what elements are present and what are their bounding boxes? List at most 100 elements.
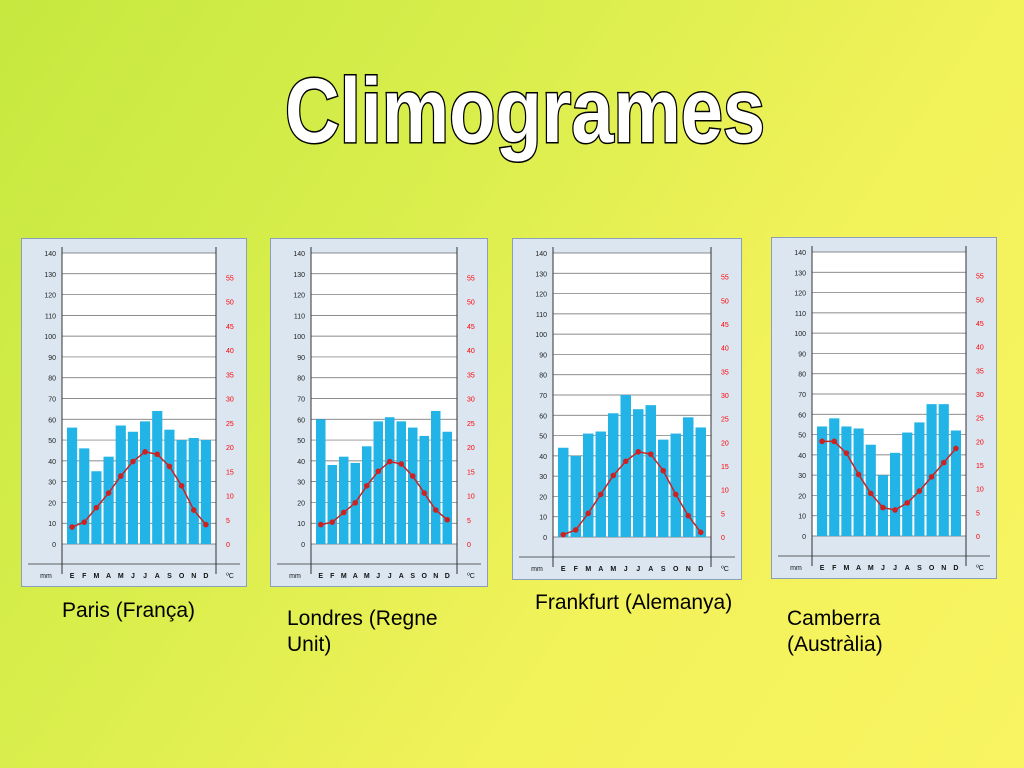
precip-bar: [683, 417, 694, 537]
month-label: A: [155, 573, 160, 580]
right-tick-label: 10: [976, 487, 984, 494]
right-unit-label: ºC: [721, 566, 729, 573]
month-label: A: [399, 573, 404, 580]
left-tick-label: 50: [798, 433, 806, 440]
temperature-point: [154, 451, 161, 458]
precip-bar: [841, 426, 852, 536]
month-label: O: [179, 573, 185, 580]
month-label: S: [167, 573, 172, 580]
right-tick-label: 20: [467, 445, 475, 452]
left-tick-label: 40: [297, 459, 305, 466]
left-unit-label: mm: [40, 573, 52, 580]
precip-bar: [938, 404, 949, 536]
left-tick-label: 80: [798, 372, 806, 379]
month-label: A: [598, 566, 603, 573]
right-tick-label: 10: [721, 488, 729, 495]
month-label: E: [318, 573, 323, 580]
left-tick-label: 60: [539, 413, 547, 420]
climograph-canberra: 0 10 20 30 40 50 60 70 80 90 100 110 120 130 140 0 5 10 15…: [771, 237, 997, 579]
precip-bar: [695, 427, 706, 537]
precip-bar: [442, 431, 452, 544]
month-label: S: [661, 566, 666, 573]
left-tick-label: 130: [535, 271, 547, 278]
month-label: S: [410, 573, 415, 580]
right-tick-label: 30: [721, 393, 729, 400]
precip-bar: [164, 429, 175, 544]
temperature-point: [560, 531, 567, 538]
left-tick-label: 80: [539, 373, 547, 380]
right-tick-label: 15: [467, 469, 475, 476]
temperature-point: [375, 468, 382, 475]
left-tick-label: 10: [48, 521, 56, 528]
temperature-point: [880, 504, 886, 511]
left-tick-label: 60: [48, 417, 56, 424]
right-tick-label: 15: [226, 469, 234, 476]
right-tick-label: 35: [976, 368, 984, 375]
temperature-point: [81, 519, 88, 525]
page-title-text: Climogrames: [285, 60, 765, 162]
month-label: M: [341, 573, 347, 580]
right-tick-label: 30: [976, 392, 984, 399]
left-tick-label: 50: [48, 438, 56, 445]
right-tick-label: 45: [467, 324, 475, 331]
left-tick-label: 140: [293, 251, 305, 258]
left-tick-label: 10: [539, 515, 547, 522]
precip-bar: [419, 435, 429, 544]
temperature-point: [597, 491, 604, 498]
climograph-svg: 0 10 20 30 40 50 60 70 80 90 100 110 120 130 140 0 5 10 15…: [28, 247, 240, 580]
left-tick-label: 20: [48, 500, 56, 507]
temperature-point: [117, 473, 124, 479]
right-tick-label: 15: [976, 463, 984, 470]
temperature-line: [71, 451, 207, 528]
right-tick-label: 45: [721, 322, 729, 329]
left-unit-label: mm: [531, 566, 543, 573]
left-tick-label: 50: [539, 434, 547, 441]
month-label: D: [203, 573, 208, 580]
month-label: F: [330, 573, 335, 580]
temperature-point: [130, 458, 136, 465]
month-label: S: [917, 565, 922, 572]
left-tick-label: 20: [798, 493, 806, 500]
right-tick-label: 35: [467, 372, 475, 379]
right-tick-label: 50: [467, 300, 475, 307]
month-label: M: [118, 573, 124, 580]
temperature-point: [940, 459, 947, 466]
month-label: J: [881, 565, 885, 572]
temperature-point: [585, 510, 592, 517]
temperature-point: [69, 524, 75, 530]
temperature-point: [203, 521, 209, 528]
month-label: O: [929, 565, 935, 572]
precip-bar: [633, 409, 644, 537]
left-tick-label: 110: [294, 313, 305, 320]
left-tick-label: 120: [794, 291, 806, 298]
precip-bar: [385, 417, 395, 544]
right-tick-label: 45: [976, 321, 984, 328]
left-tick-label: 120: [44, 293, 56, 300]
right-tick-label: 40: [226, 348, 234, 355]
precip-bar: [817, 426, 828, 536]
left-tick-label: 70: [48, 397, 56, 404]
month-label: E: [820, 565, 825, 572]
month-label: J: [624, 566, 628, 573]
precip-bar: [570, 455, 581, 537]
left-tick-label: 110: [536, 312, 547, 319]
right-tick-label: 55: [226, 275, 234, 282]
right-tick-label: 35: [721, 369, 729, 376]
temperature-point: [572, 527, 579, 533]
left-unit-label: mm: [289, 573, 301, 580]
precip-bar: [67, 427, 78, 544]
precip-bar: [140, 421, 151, 544]
left-tick-label: 130: [44, 272, 56, 279]
month-label: N: [686, 566, 691, 573]
precip-bar: [79, 448, 90, 544]
month-label: D: [953, 565, 958, 572]
left-tick-label: 70: [539, 393, 547, 400]
left-tick-label: 30: [539, 474, 547, 481]
right-tick-label: 5: [226, 518, 230, 525]
page-title: Climogrames: [284, 59, 767, 164]
left-tick-label: 100: [44, 334, 56, 341]
temperature-point: [409, 473, 416, 479]
temperature-point: [831, 438, 838, 445]
left-tick-label: 100: [293, 334, 305, 341]
left-tick-label: 40: [798, 453, 806, 460]
